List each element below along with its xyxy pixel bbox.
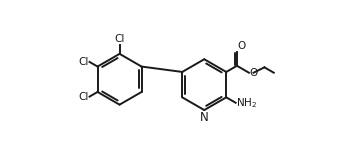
Text: Cl: Cl <box>78 57 89 67</box>
Text: Cl: Cl <box>114 34 125 44</box>
Text: Cl: Cl <box>78 92 89 102</box>
Text: O: O <box>238 41 246 51</box>
Text: NH$_2$: NH$_2$ <box>236 97 257 110</box>
Text: O: O <box>250 68 258 78</box>
Text: N: N <box>200 111 209 124</box>
